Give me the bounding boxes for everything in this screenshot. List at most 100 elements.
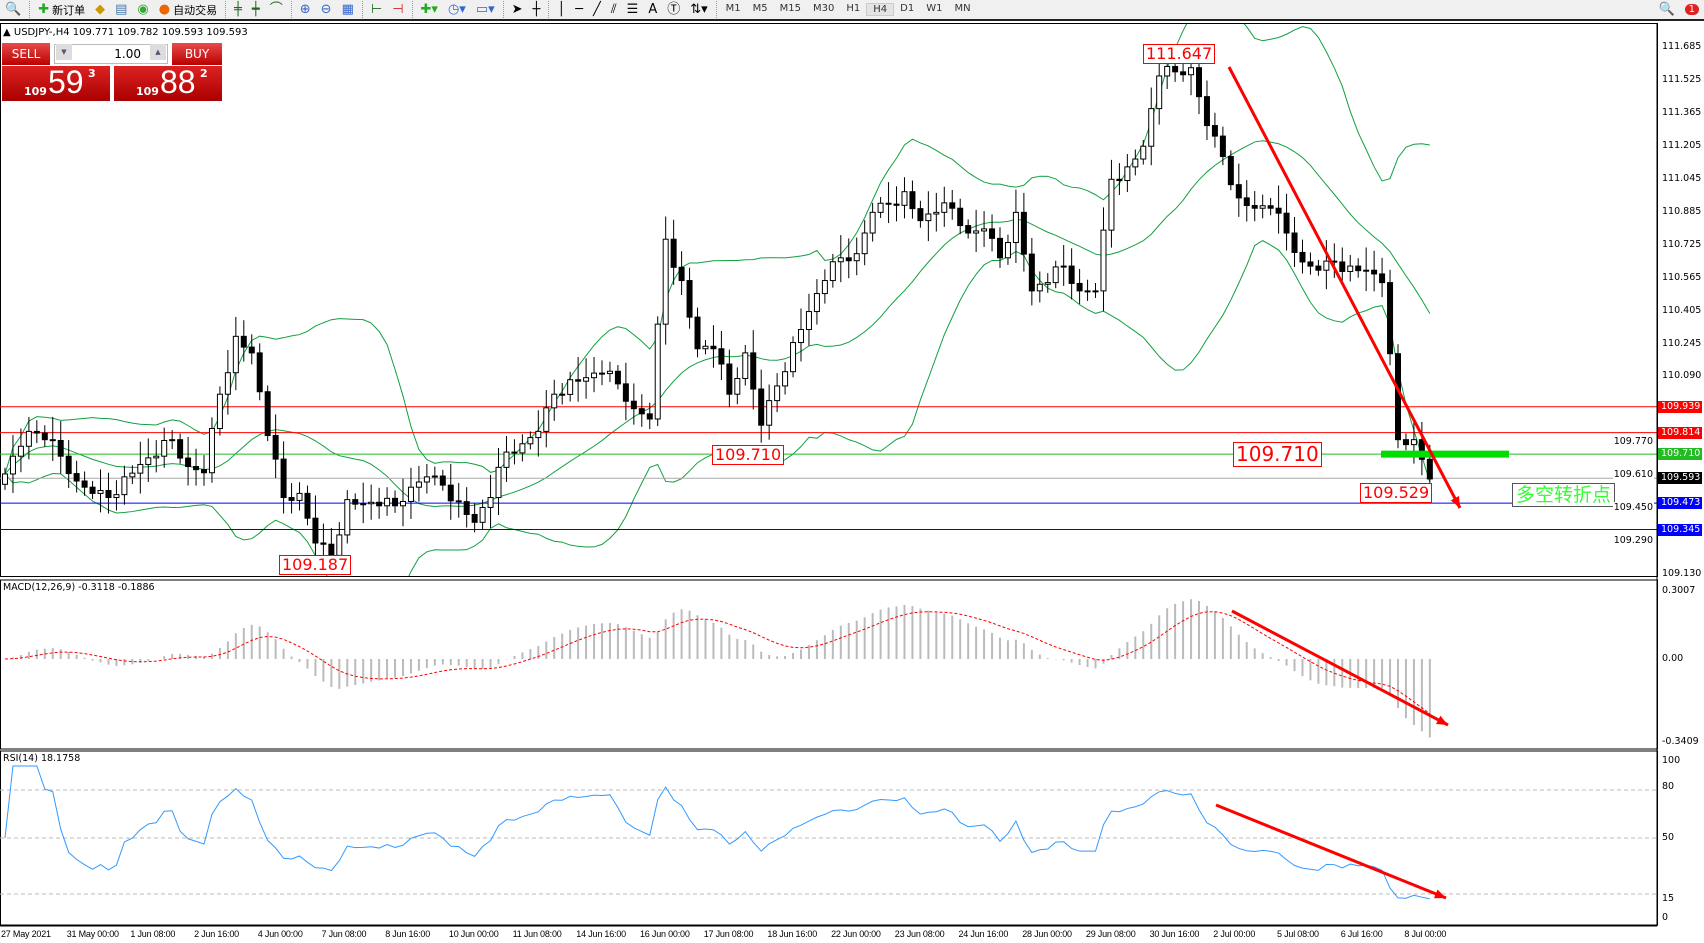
search-button[interactable]: 🔍 <box>1653 0 1679 19</box>
timeframe-h1[interactable]: H1 <box>846 3 861 14</box>
tile-windows-button[interactable]: ▦ <box>337 0 359 19</box>
channel-tool[interactable]: ⫽ <box>606 0 622 19</box>
zoom-tool[interactable]: 🔍 <box>0 0 26 19</box>
high-price-label[interactable]: 111.647 <box>1143 44 1216 64</box>
vertical-line-tool[interactable]: │ <box>552 0 570 19</box>
divider <box>29 1 31 18</box>
level-label[interactable]: 109.710 <box>712 445 785 465</box>
lot-decrease-button[interactable]: ▼ <box>56 44 72 60</box>
bull-candle <box>495 466 502 499</box>
cursor-icon: ➤ <box>511 2 523 17</box>
timeframe-m30[interactable]: M30 <box>813 3 835 14</box>
buy-button[interactable]: BUY <box>172 43 222 65</box>
bull-candle <box>360 503 367 506</box>
market-watch-button[interactable]: ◆ <box>90 0 110 19</box>
timeframe-m5[interactable]: M5 <box>752 3 768 14</box>
timeframe-w1[interactable]: W1 <box>926 3 943 14</box>
sell-price[interactable]: 109 59 3 <box>2 64 110 101</box>
crosshair-tool[interactable]: ┼ <box>528 0 546 19</box>
candle-chart-button[interactable]: ┿ <box>247 0 265 19</box>
autoscroll-button[interactable]: ⊢ <box>366 0 387 19</box>
signal-icon: ◉ <box>137 2 149 17</box>
timeframe-m1[interactable]: M1 <box>725 3 741 14</box>
bear-candle <box>893 203 900 206</box>
bear-candle <box>105 490 112 499</box>
bull-candle <box>742 352 749 379</box>
bear-candle <box>726 363 733 395</box>
indicator-add-icon: ✚▾ <box>420 2 438 17</box>
time-tick-label: 5 Jul 08:00 <box>1277 929 1319 939</box>
price-tick-label: 111.525 <box>1662 73 1702 85</box>
bear-candle <box>559 393 566 396</box>
new-order-button[interactable]: ✚ 新订单 <box>33 0 90 19</box>
arrows-icon: ⇅▾ <box>690 2 708 17</box>
horizontal-line-icon: ─ <box>575 2 584 17</box>
bull-candle <box>527 437 534 445</box>
bull-candle <box>344 499 351 536</box>
notifications-button[interactable]: 1 <box>1680 0 1704 19</box>
time-tick-label: 30 Jun 16:00 <box>1149 929 1200 939</box>
label-tool[interactable]: Ⓣ <box>662 0 685 19</box>
cursor-tool[interactable]: ➤ <box>507 0 528 19</box>
signals-button[interactable]: ◉ <box>132 0 153 19</box>
bull-candle <box>1052 266 1059 284</box>
templates-button[interactable]: ▭▾ <box>471 0 500 19</box>
timeframe-mn[interactable]: MN <box>954 3 971 14</box>
bear-candle <box>949 202 956 209</box>
bull-candle <box>1140 145 1147 160</box>
candle-icon: ┿ <box>251 2 260 17</box>
chart-shift-button[interactable]: ⊣ <box>387 0 408 19</box>
recent-low-label[interactable]: 109.529 <box>1360 483 1433 503</box>
sell-button[interactable]: SELL <box>2 43 50 65</box>
lot-size-input[interactable]: 1.00 <box>54 44 168 64</box>
lot-increase-button[interactable]: ▲ <box>150 44 166 60</box>
auto-trading-button[interactable]: ● 自动交易 <box>154 0 222 19</box>
rsi-axis-label: 50 <box>1662 832 1675 843</box>
bull-candle <box>1084 290 1091 293</box>
bar-chart-button[interactable]: ╪ <box>229 0 247 19</box>
bear-candle <box>177 439 184 459</box>
line-chart-button[interactable]: ⌒ <box>265 0 288 19</box>
database-icon: ▤ <box>115 2 128 17</box>
bear-candle <box>240 335 247 348</box>
turning-point-label[interactable]: 多空转折点 <box>1512 483 1616 507</box>
zoom-out-button[interactable]: ⊖ <box>316 0 337 19</box>
fibonacci-tool[interactable]: ☰ <box>622 0 644 19</box>
time-tick-label: 24 Jun 16:00 <box>958 929 1009 939</box>
bull-candle <box>813 293 820 313</box>
macd-pane-frame <box>0 579 1658 750</box>
buy-price[interactable]: 109 88 2 <box>114 64 222 101</box>
macd-axis-label: 0.00 <box>1662 653 1684 664</box>
timeframe-h4[interactable]: H4 <box>866 3 895 16</box>
horizontal-line-tool[interactable]: ─ <box>570 0 588 19</box>
bull-candle <box>296 492 303 501</box>
low-price-label[interactable]: 109.187 <box>279 555 352 575</box>
bull-candle <box>567 379 574 395</box>
bull-candle <box>766 400 773 426</box>
rsi-axis-label: 100 <box>1662 755 1681 766</box>
text-tool[interactable]: A <box>643 0 662 19</box>
price-line-tag: 109.814 <box>1658 426 1702 439</box>
bull-candle <box>925 213 932 222</box>
bear-candle <box>686 280 693 318</box>
bull-candle <box>774 385 781 402</box>
time-tick-label: 23 Jun 08:00 <box>894 929 945 939</box>
time-tick-label: 22 Jun 00:00 <box>831 929 881 939</box>
bear-candle <box>909 191 916 210</box>
bear-candle <box>511 451 518 454</box>
history-button[interactable]: ▤ <box>110 0 132 19</box>
macd-divergence-arrow-head <box>1436 715 1448 725</box>
periods-button[interactable]: ◷▾ <box>443 0 471 19</box>
support-level-label[interactable]: 109.710 <box>1233 442 1322 467</box>
collapse-icon[interactable]: ▲ <box>3 27 14 38</box>
chart-canvas[interactable] <box>0 23 1704 943</box>
arrows-tool[interactable]: ⇅▾ <box>685 0 712 19</box>
trendline-tool[interactable]: ╱ <box>588 0 606 19</box>
sell-price-pips: 59 <box>48 64 84 100</box>
timeframe-d1[interactable]: D1 <box>900 3 915 14</box>
timeframe-m15[interactable]: M15 <box>779 3 802 14</box>
bear-candle <box>1426 458 1433 480</box>
bollinger-middle <box>4 140 1431 508</box>
indicators-button[interactable]: ✚▾ <box>416 0 443 19</box>
zoom-in-button[interactable]: ⊕ <box>295 0 316 19</box>
